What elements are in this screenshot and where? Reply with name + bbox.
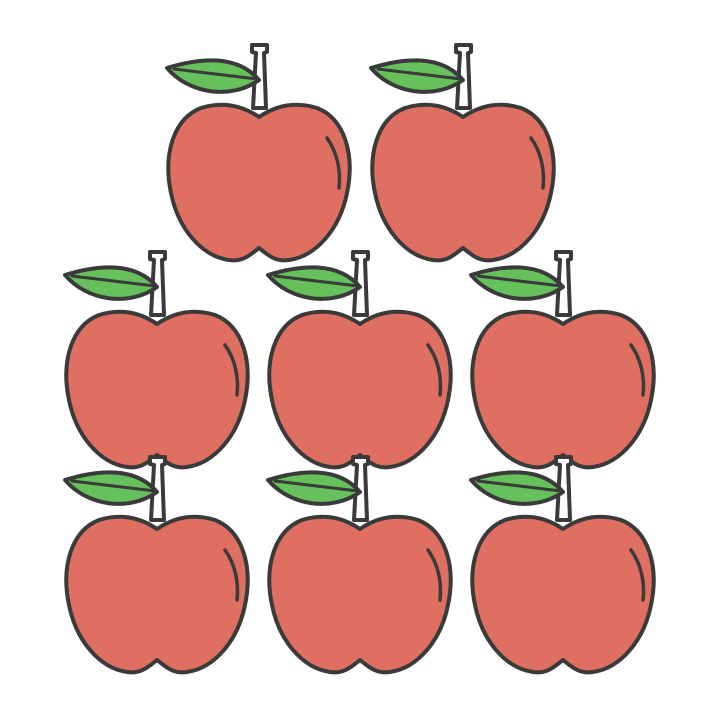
apple-icon [369,43,556,263]
apple-icon [469,250,656,470]
apple-icon [266,250,453,470]
apple-icon [469,455,656,675]
apple-icon [63,250,250,470]
apple-icon [63,455,250,675]
apple-icon [266,455,453,675]
apple-icon [165,43,352,263]
apples-group [63,43,656,675]
